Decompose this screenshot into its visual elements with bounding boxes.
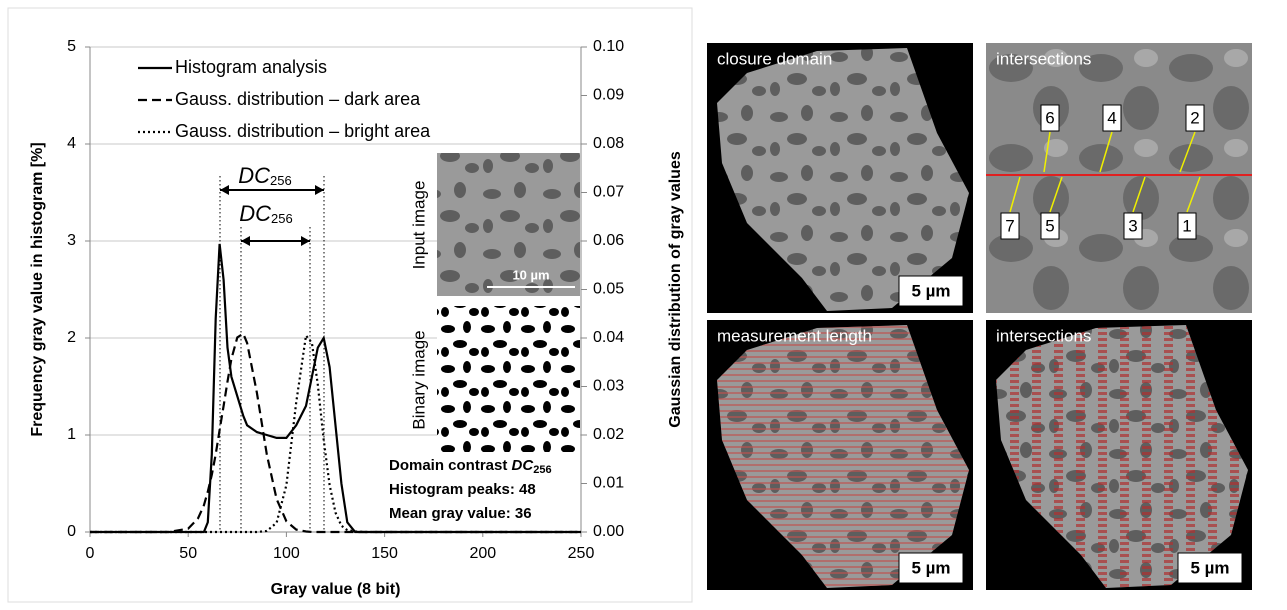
x-tick-label: 200 (469, 545, 496, 562)
panel-label: measurement length (717, 326, 872, 345)
chart-frame (7, 7, 693, 603)
marker-label: 2 (1190, 108, 1199, 127)
binary-image (437, 306, 580, 452)
x-tick-label: 0 (86, 545, 95, 562)
x-tick-label: 100 (273, 545, 300, 562)
y-tick-label: 0 (67, 523, 76, 540)
dc-sub: 256 (533, 464, 551, 476)
marker-arrow (1132, 176, 1146, 213)
y2-tick-label: 0.03 (593, 378, 624, 395)
info-text: Domain contrast (389, 457, 512, 474)
info-text: Histogram peaks: 48 (389, 481, 536, 498)
y-tick-label: 2 (67, 329, 76, 346)
y2-tick-label: 0.06 (593, 232, 624, 249)
inset-label: Binary image (409, 330, 428, 429)
y2-axis-title: Gaussian distribution of gray values (667, 151, 684, 428)
marker-arrow (1043, 131, 1051, 173)
scale-box (1177, 552, 1243, 584)
input-image (437, 153, 580, 296)
dc-sub: 256 (270, 173, 292, 188)
inset-label: Input image (409, 181, 428, 270)
panel-background (986, 43, 1252, 313)
y-tick-label: 4 (67, 135, 76, 152)
marker-arrow (1179, 131, 1196, 173)
y2-tick-label: 0.05 (593, 281, 624, 298)
info-text: Domain contrast DC256 (389, 457, 552, 476)
image-panel: intersections 5 µm (986, 320, 1252, 590)
y-tick-label: 3 (67, 232, 76, 249)
info-text: Mean gray value: 36 (389, 505, 532, 522)
y2-tick-label: 0.09 (593, 87, 624, 104)
marker-arrow (1099, 131, 1113, 173)
x-tick-label: 50 (179, 545, 197, 562)
marker-box (1177, 212, 1197, 240)
marker-box (1102, 104, 1122, 132)
scale-label: 5 µm (1190, 558, 1229, 577)
marker-label: 1 (1182, 216, 1191, 235)
panel-label: closure domain (717, 49, 832, 68)
chart: 0 1 2 3 4 5 0.00 0.01 0.02 0.03 0.04 0.05 0.06 0.07 0.… (29, 38, 684, 598)
legend-label: Histogram analysis (175, 57, 327, 77)
marker-label: 6 (1045, 108, 1054, 127)
dc-label: DC256 (239, 201, 292, 227)
series-line (90, 331, 581, 534)
overlay (996, 325, 1248, 588)
dc-sub: 256 (271, 211, 293, 226)
marker-box (1185, 104, 1205, 132)
scale-box (898, 552, 964, 584)
marker-label: 3 (1128, 216, 1137, 235)
marker-box (1040, 212, 1060, 240)
dc-main: DC (239, 201, 271, 226)
series-line (90, 243, 581, 534)
marker-box (1040, 104, 1060, 132)
image-panel: measurement length 5 µm (707, 320, 973, 590)
panel-label: intersections (996, 49, 1091, 68)
dc-main: DC (238, 163, 270, 188)
marker-arrow (1009, 176, 1021, 213)
marker-label: 4 (1107, 108, 1116, 127)
marker-label: 5 (1045, 216, 1054, 235)
dc-main: DC (512, 457, 535, 474)
marker-box (1000, 212, 1020, 240)
image-panels: closure domain 5 µm intersections 6 4 2 7 5 3 1 me… (707, 43, 1252, 590)
sample-region (717, 48, 969, 311)
y2-tick-label: 0.01 (593, 475, 624, 492)
marker-label: 7 (1005, 216, 1014, 235)
legend-label: Gauss. distribution – bright area (175, 121, 431, 141)
legend-label: Gauss. distribution – dark area (175, 89, 421, 109)
marker-box (1123, 212, 1143, 240)
x-tick-label: 250 (568, 545, 595, 562)
y2-tick-label: 0.10 (593, 38, 624, 55)
dc-label: DC256 (238, 163, 291, 189)
y2-tick-label: 0.00 (593, 523, 624, 540)
scale-box (898, 275, 964, 307)
y-tick-label: 1 (67, 426, 76, 443)
y2-tick-label: 0.04 (593, 329, 624, 346)
series-line (90, 332, 581, 534)
scale-label: 5 µm (911, 558, 950, 577)
scale-label: 10 µm (512, 267, 549, 282)
y2-tick-label: 0.08 (593, 135, 624, 152)
image-panel: closure domain 5 µm (707, 43, 973, 313)
scale-label: 5 µm (911, 281, 950, 300)
image-panel: intersections 6 4 2 7 5 3 1 (986, 43, 1252, 313)
marker-arrow (1186, 176, 1201, 213)
overlay (717, 325, 969, 588)
panel-label: intersections (996, 326, 1091, 345)
x-tick-label: 150 (371, 545, 398, 562)
y2-tick-label: 0.02 (593, 426, 624, 443)
y2-tick-label: 0.07 (593, 184, 624, 201)
x-axis-title: Gray value (8 bit) (271, 581, 401, 598)
y-axis-title: Frequency gray value in histogram [%] (29, 142, 46, 436)
marker-arrow (1049, 176, 1063, 213)
y-tick-label: 5 (67, 38, 76, 55)
